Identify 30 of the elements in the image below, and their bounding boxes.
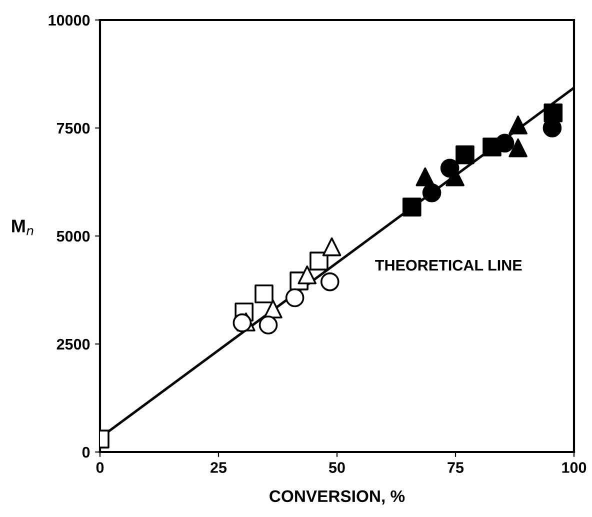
point [232,313,252,332]
annotation: THEORETICAL LINE [375,260,522,271]
point [310,252,328,270]
point [456,145,474,164]
point [416,167,435,186]
x-axis-title: CONVERSION, % [270,490,405,505]
y-tick-label: 5000 [56,230,90,242]
point [298,265,317,284]
x-tick-label: 100 [562,462,586,473]
point [402,198,422,216]
x-tick-label: 75 [448,462,464,473]
point [254,284,274,304]
point [508,138,528,158]
point [322,237,342,256]
y-tick-label: 0 [82,446,90,458]
x-tick-label: 0 [96,462,104,473]
point [258,316,278,334]
point [544,103,563,122]
y-tick-label: 10000 [48,14,90,26]
point [495,134,514,153]
point [285,288,304,308]
point [422,183,442,202]
point [508,116,528,134]
y-axis-title: M$_{n}$ [12,220,34,236]
y-tick-label: 7500 [56,122,90,134]
x-tick-label: 50 [328,462,345,473]
point [440,158,460,178]
x-tick-label: 25 [210,462,227,473]
y-tick-label: 2500 [56,338,90,350]
point [320,272,340,292]
